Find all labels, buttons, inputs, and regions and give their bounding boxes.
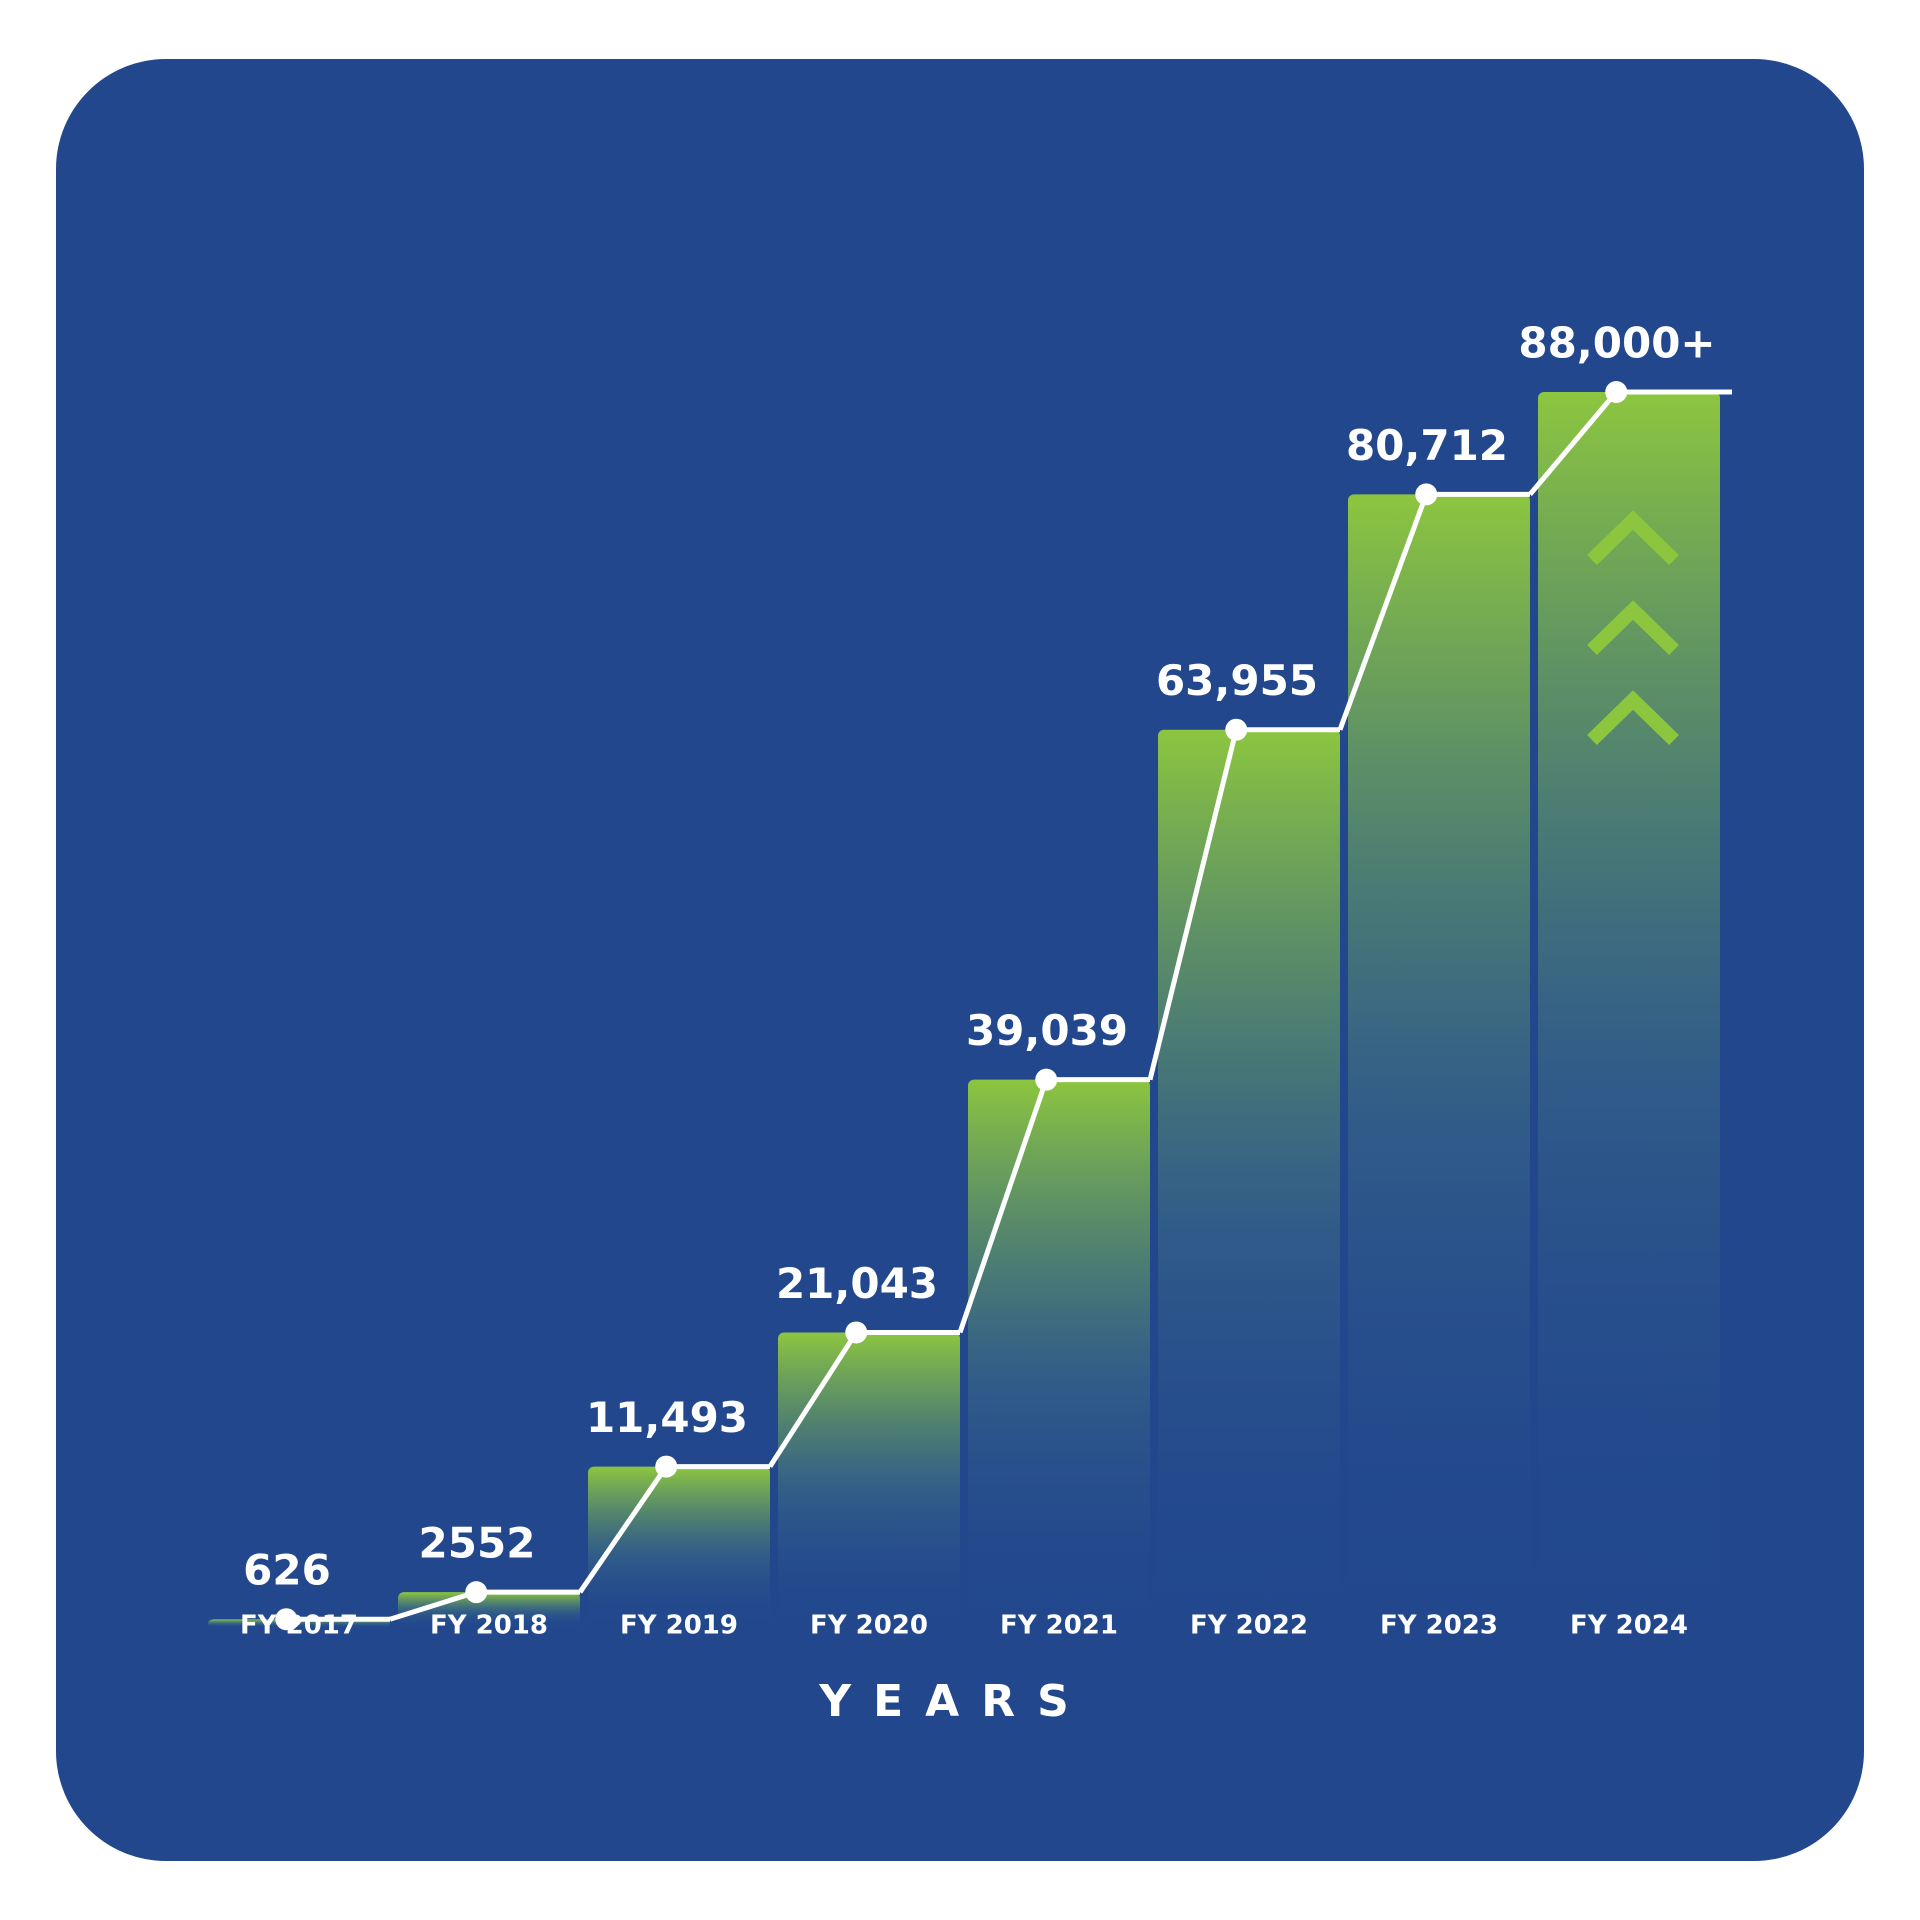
plot-area: FY 2017 FY 2018 FY 2019 FY 2020 FY 2021 FY 20… — [208, 319, 1732, 1641]
line-rise — [1147, 729, 1239, 1081]
x-tick-label: FY 2018 — [430, 1611, 548, 1641]
line-point — [1225, 718, 1248, 741]
bar — [1538, 392, 1720, 1628]
line-point — [845, 1321, 868, 1344]
bar — [1158, 729, 1340, 1628]
value-label: 21,043 — [776, 1259, 938, 1308]
bar — [968, 1079, 1150, 1628]
line-point — [465, 1581, 488, 1604]
up-chevrons — [1587, 510, 1679, 746]
line-rise — [577, 1465, 669, 1594]
line-point — [655, 1455, 678, 1478]
bar — [778, 1332, 960, 1628]
line-rise — [1337, 493, 1429, 731]
value-label: 626 — [243, 1546, 331, 1595]
line-rise — [389, 1589, 478, 1622]
x-tick-label: FY 2020 — [810, 1611, 928, 1641]
line-point — [1035, 1068, 1058, 1091]
x-tick-label: FY 2023 — [1380, 1611, 1498, 1641]
line-rise — [957, 1078, 1049, 1334]
bar — [588, 1466, 770, 1628]
line-point — [1605, 381, 1628, 403]
chevron — [1587, 600, 1679, 656]
value-label: 80,712 — [1346, 421, 1508, 470]
x-tick-label: FY 2019 — [620, 1611, 738, 1641]
line-rise — [767, 1331, 859, 1468]
line-point — [275, 1608, 298, 1631]
x-tick-label: FY 2017 — [240, 1611, 358, 1641]
x-axis-label: YEARS — [818, 1676, 1091, 1727]
value-label: 39,039 — [966, 1006, 1128, 1055]
line-point — [1415, 483, 1438, 506]
x-tick-label: FY 2021 — [1000, 1611, 1118, 1641]
value-label: 2552 — [419, 1519, 536, 1568]
value-label: 63,955 — [1156, 656, 1318, 705]
bar — [1348, 494, 1530, 1628]
x-tick-label: FY 2022 — [1190, 1611, 1308, 1641]
chevron — [1587, 690, 1679, 746]
value-label: 11,493 — [586, 1393, 748, 1442]
line-rise — [1528, 390, 1619, 496]
chevron — [1587, 510, 1679, 566]
x-tick-label: FY 2024 — [1570, 1611, 1688, 1641]
value-label: 88,000+ — [1518, 319, 1715, 368]
